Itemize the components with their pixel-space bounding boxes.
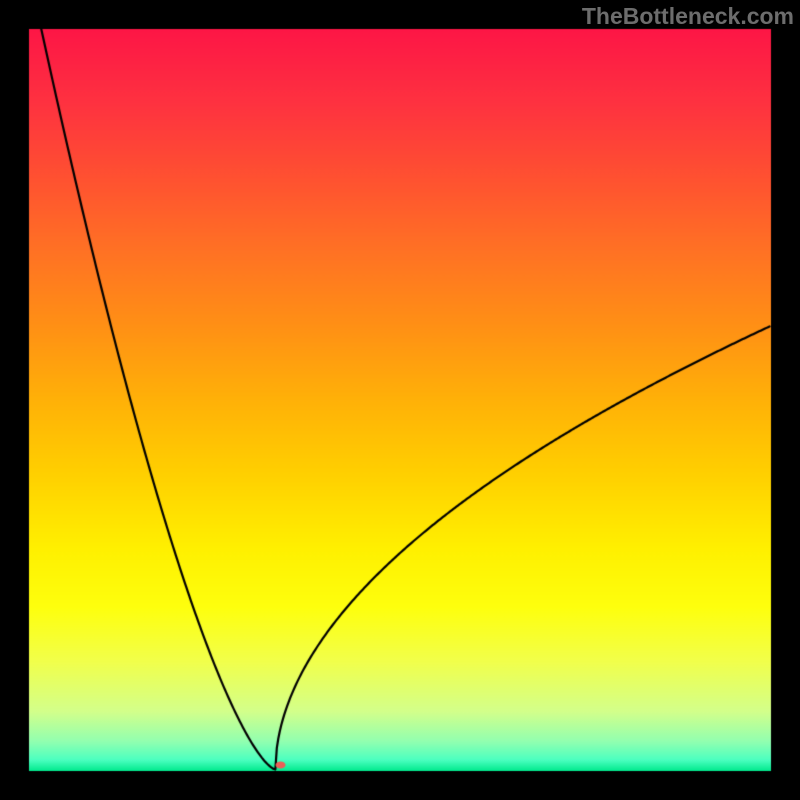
chart-container: TheBottleneck.com (0, 0, 800, 800)
watermark-text: TheBottleneck.com (582, 3, 794, 30)
bottleneck-curve-chart (0, 0, 800, 800)
